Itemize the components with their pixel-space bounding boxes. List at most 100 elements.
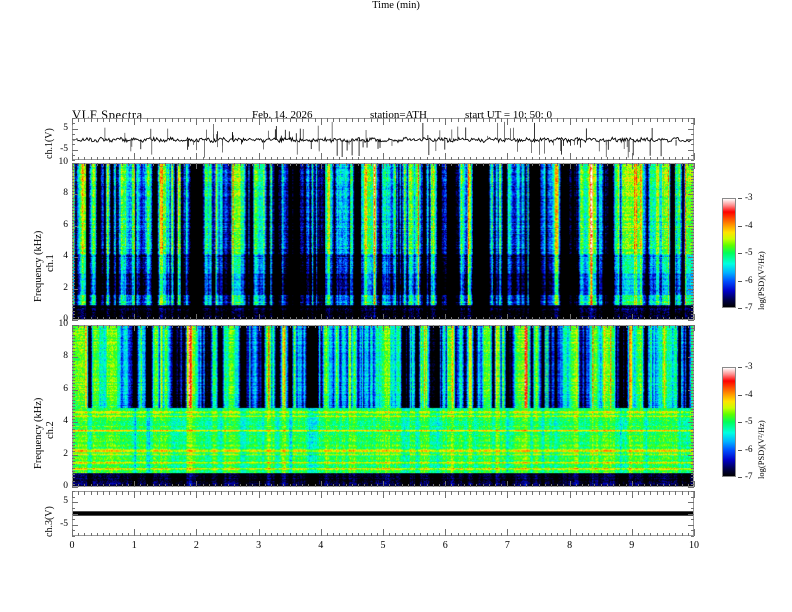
y-tick <box>72 313 75 315</box>
x-tick <box>625 532 627 536</box>
x-tick <box>389 532 391 536</box>
x-tick <box>594 484 596 487</box>
y-tick <box>72 438 75 440</box>
x-tick <box>451 491 453 495</box>
x-tick <box>134 118 136 125</box>
ch1-volt-label: -5 <box>60 143 68 154</box>
x-tick <box>463 484 465 487</box>
x-tick <box>656 317 658 320</box>
x-tick <box>320 118 322 125</box>
x-tick <box>351 325 353 328</box>
colorbar-ch2-tick <box>738 449 742 451</box>
y-tick <box>691 350 694 352</box>
y-tick <box>688 422 694 424</box>
y-tick <box>72 197 75 199</box>
x-tick <box>507 325 509 331</box>
x-tick <box>314 317 316 320</box>
y-tick <box>688 257 694 259</box>
y-tick <box>72 163 78 164</box>
x-tick <box>233 317 235 320</box>
x-tick <box>258 118 260 125</box>
y-tick <box>691 328 694 330</box>
x-tick <box>364 317 366 320</box>
colorbar-ch2-gradient <box>722 367 736 477</box>
x-tick <box>687 532 689 536</box>
x-tick <box>451 317 453 320</box>
x-tick <box>78 317 80 320</box>
x-tick <box>134 491 136 498</box>
y-tick <box>72 235 75 237</box>
x-tick <box>414 156 416 160</box>
y-tick <box>72 307 75 309</box>
x-tick <box>109 317 111 320</box>
x-tick <box>183 484 185 487</box>
x-tick <box>507 491 509 498</box>
x-tick <box>588 317 590 320</box>
x-tick <box>302 532 304 536</box>
x-tick <box>582 484 584 487</box>
x-tick <box>656 484 658 487</box>
x-tick <box>258 491 260 498</box>
x-tick <box>557 163 559 166</box>
ch2-spectrogram-image <box>73 326 693 486</box>
y-tick <box>691 393 694 395</box>
x-tick <box>681 484 683 487</box>
y-tick <box>72 331 75 333</box>
x-tick <box>271 484 273 487</box>
x-tick <box>594 532 596 536</box>
x-tick <box>538 325 540 328</box>
x-tick <box>575 317 577 320</box>
x-tick <box>451 484 453 487</box>
x-tick <box>457 118 459 122</box>
x-tick <box>221 325 223 328</box>
x-tick <box>264 163 266 166</box>
x-tick <box>215 118 217 122</box>
x-tick <box>563 491 565 495</box>
x-tick <box>221 118 223 122</box>
y-tick <box>691 307 694 309</box>
x-tick <box>239 532 241 536</box>
y-tick <box>72 380 75 382</box>
x-tick <box>264 484 266 487</box>
x-tick <box>569 163 571 169</box>
x-tick <box>557 532 559 536</box>
x-tick <box>644 491 646 495</box>
x-tick <box>538 484 540 487</box>
x-tick <box>208 325 210 328</box>
x-tick <box>526 317 528 320</box>
colorbar-ch2-tick <box>738 422 742 423</box>
x-tick <box>644 317 646 320</box>
x-tick <box>121 484 123 487</box>
colorbar-ch1-label--6: -6 <box>745 274 753 285</box>
x-tick <box>271 317 273 320</box>
x-tick <box>96 484 98 487</box>
x-tick <box>277 532 279 536</box>
x-tick <box>308 491 310 495</box>
x-tick <box>588 163 590 166</box>
y-tick <box>72 363 75 365</box>
x-tick <box>277 156 279 160</box>
x-tick <box>694 314 695 320</box>
x-tick <box>177 484 179 487</box>
x-tick <box>650 156 652 160</box>
x-tick <box>183 532 185 536</box>
y-tick <box>72 154 75 156</box>
y-tick <box>688 225 694 227</box>
x-tick <box>426 118 428 122</box>
y-tick <box>72 210 75 212</box>
x-tick <box>327 532 329 536</box>
x-tick <box>221 317 223 320</box>
y-tick <box>691 461 694 463</box>
y-tick <box>72 178 75 180</box>
x-tick <box>407 156 409 160</box>
x-tick <box>239 163 241 166</box>
colorbar-ch1-title: log(PSD)(V²/Hz) <box>756 251 766 310</box>
y-tick <box>691 175 694 177</box>
y-tick <box>691 181 694 183</box>
x-tick <box>494 532 496 536</box>
x-tick <box>246 156 248 160</box>
x-tick <box>84 484 86 487</box>
y-tick <box>691 133 694 135</box>
x-tick <box>550 118 552 122</box>
y-tick <box>72 344 75 346</box>
